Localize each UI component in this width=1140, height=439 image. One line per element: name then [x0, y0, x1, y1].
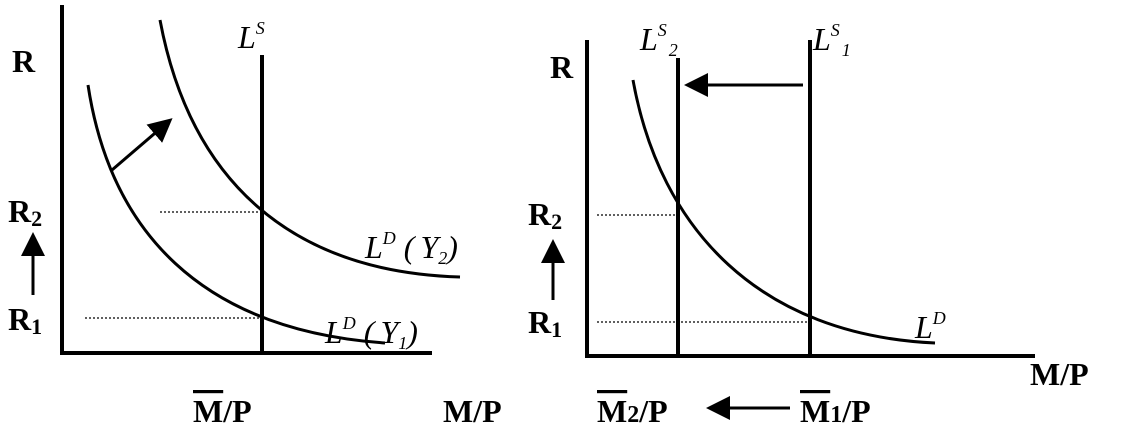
sup: S — [831, 20, 840, 40]
sub: 2 — [669, 40, 678, 60]
supply-2-label: LS2 — [639, 20, 678, 60]
sub: 2 — [438, 248, 447, 268]
demand-label: LD — [914, 308, 946, 345]
demand-curve-y1 — [86, 84, 386, 345]
sub: 1 — [551, 317, 562, 342]
y-axis-label: R — [550, 49, 574, 85]
shift-arrow — [111, 118, 173, 172]
close: ) — [445, 229, 458, 265]
demand-y1-label: LD (Y1) — [324, 313, 418, 353]
rest: /P — [222, 393, 251, 429]
money-2-label: M2/P — [597, 393, 668, 429]
base: M — [800, 393, 830, 429]
sub: 2 — [551, 209, 562, 234]
sub: 1 — [398, 333, 407, 353]
supply-1-label: LS1 — [812, 20, 851, 60]
y-axis-label: R — [12, 43, 36, 79]
sub: 2 — [627, 402, 639, 428]
demand-y2-label: LD (Y2) — [364, 228, 458, 268]
r2-label: R2 — [8, 193, 42, 231]
sub: 1 — [830, 402, 842, 428]
base: L — [237, 19, 256, 55]
x-axis-label: M/P — [443, 393, 502, 429]
sub: 1 — [842, 40, 851, 60]
base: L — [324, 314, 343, 350]
base: R — [8, 193, 32, 229]
money-1-label: M1/P — [800, 393, 871, 429]
base: M — [193, 393, 223, 429]
rest: /P — [841, 393, 870, 429]
rest: /P — [638, 393, 667, 429]
r1-label: R1 — [528, 304, 562, 342]
sup: D — [382, 228, 396, 248]
right-panel: R LS2 LS1 R2 R1 LD M/P M2/P M1/P — [528, 20, 1089, 429]
sub: 2 — [31, 206, 42, 231]
sup: S — [256, 18, 265, 38]
r1-label: R1 — [8, 301, 42, 339]
base: M — [597, 393, 627, 429]
var: Y — [420, 229, 441, 265]
close: ) — [405, 314, 418, 350]
demand-curve — [631, 79, 936, 345]
base: R — [8, 301, 32, 337]
x-axis-label: M/P — [1030, 356, 1089, 392]
sup: S — [658, 20, 667, 40]
base: L — [812, 21, 831, 57]
money-label: M/P — [193, 393, 252, 429]
base: L — [914, 309, 933, 345]
base: R — [528, 304, 552, 340]
open: ( — [364, 314, 377, 350]
supply-label: LS — [237, 18, 265, 55]
sub: 1 — [31, 314, 42, 339]
demand-curve-y2 — [158, 19, 461, 279]
left-panel: R LS R2 R1 LD(Y2) LD(Y1) M/P M/P — [8, 5, 502, 429]
var: Y — [380, 314, 401, 350]
base: L — [364, 229, 383, 265]
open: ( — [404, 229, 417, 265]
sup: D — [932, 308, 946, 328]
r2-label: R2 — [528, 196, 562, 234]
base: L — [639, 21, 658, 57]
base: R — [528, 196, 552, 232]
sup: D — [342, 313, 356, 333]
